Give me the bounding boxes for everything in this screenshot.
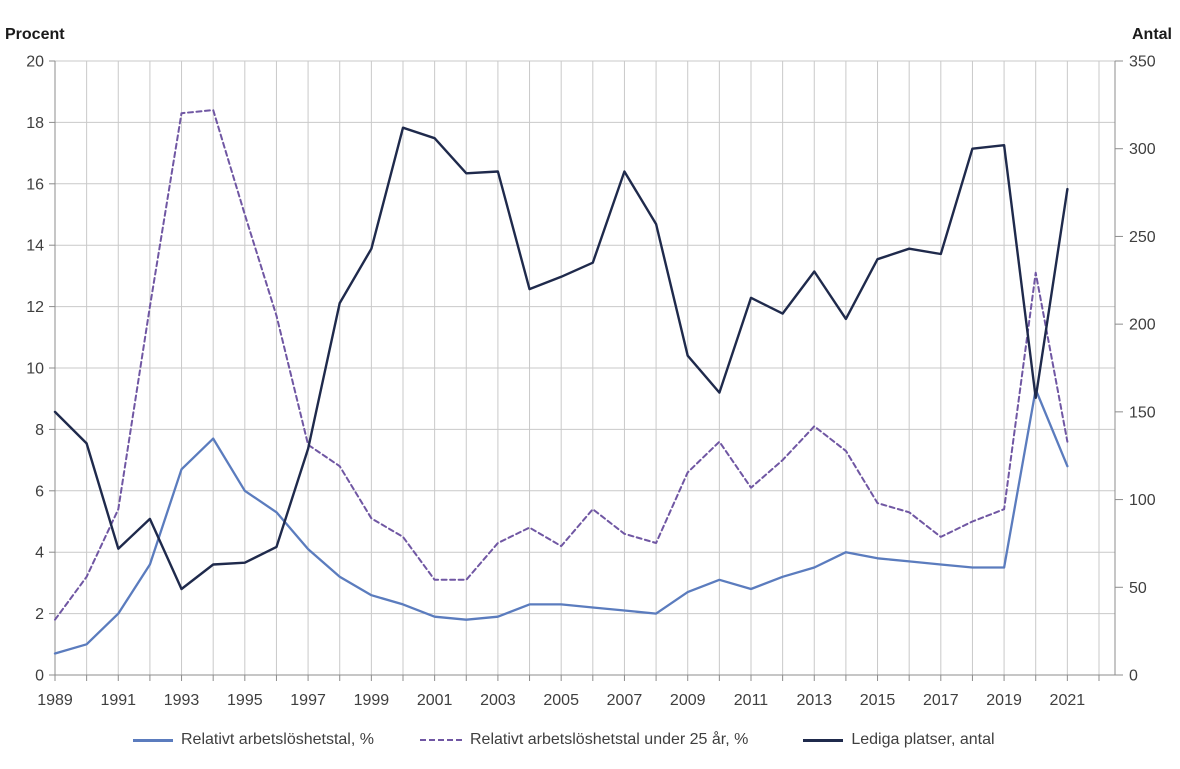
x-axis-tick-label: 2003 — [480, 692, 516, 709]
x-axis-tick-label: 1999 — [354, 692, 390, 709]
right-axis-tick-label: 100 — [1129, 492, 1156, 509]
x-axis-tick-label: 2001 — [417, 692, 453, 709]
left-axis-tick-label: 8 — [35, 422, 44, 439]
legend-item-unemployment: Relativt arbetslöshetstal, % — [133, 731, 374, 749]
x-axis-tick-label: 2017 — [923, 692, 959, 709]
left-axis-tick-label: 12 — [26, 299, 44, 316]
left-axis-tick-label: 6 — [35, 483, 44, 500]
x-axis-tick-label: 2013 — [796, 692, 832, 709]
x-axis-tick-label: 2009 — [670, 692, 706, 709]
legend-dashed-line-swatch — [419, 739, 462, 741]
right-axis-title: Antal — [1132, 26, 1172, 43]
x-axis-tick-label: 1991 — [100, 692, 136, 709]
left-axis-tick-label: 18 — [26, 115, 44, 132]
left-axis-tick-label: 14 — [26, 238, 44, 255]
right-axis-tick-label: 150 — [1129, 404, 1156, 421]
right-axis-tick-label: 300 — [1129, 141, 1156, 158]
left-axis-title: Procent — [5, 26, 65, 43]
left-axis-tick-label: 0 — [35, 668, 44, 685]
left-axis-tick-label: 16 — [26, 176, 44, 193]
legend-solid-line-swatch — [133, 738, 173, 742]
legend-item-youth-unemployment: Relativt arbetslöshetstal under 25 år, % — [419, 731, 749, 749]
x-axis-tick-label: 2019 — [986, 692, 1022, 709]
x-axis-tick-label: 1995 — [227, 692, 263, 709]
series-line-vacancies — [53, 126, 1069, 591]
right-axis-tick-label: 0 — [1129, 668, 1138, 685]
legend-label-vacancies: Lediga platser, antal — [851, 731, 995, 748]
legend-label-unemployment: Relativt arbetslöshetstal, % — [181, 731, 374, 748]
left-axis-tick-label: 10 — [26, 361, 44, 378]
legend-label-youth-unemployment: Relativt arbetslöshetstal under 25 år, % — [469, 731, 749, 748]
series-line-unemployment — [53, 388, 1069, 655]
right-axis-tick-label: 200 — [1129, 317, 1156, 334]
left-axis-tick-label: 4 — [35, 545, 44, 562]
x-axis-tick-label: 2021 — [1050, 692, 1086, 709]
x-axis-tick-label: 2007 — [607, 692, 643, 709]
right-axis-tick-label: 350 — [1129, 54, 1156, 71]
x-axis-tick-label: 2005 — [543, 692, 579, 709]
legend-solid-line-swatch-dark — [803, 738, 844, 742]
left-axis-tick-label: 20 — [26, 54, 44, 71]
x-axis-tick-label: 1997 — [290, 692, 326, 709]
legend: Relativt arbetslöshetstal, % Relativt ar… — [0, 731, 1180, 749]
legend-item-vacancies: Lediga platser, antal — [803, 731, 995, 749]
x-axis-tick-label: 2011 — [734, 692, 769, 709]
series-line-youth-unemployment — [54, 109, 1069, 621]
right-axis-tick-label: 50 — [1129, 580, 1147, 597]
x-axis-tick-label: 1989 — [37, 692, 73, 709]
left-axis-tick-label: 2 — [35, 606, 44, 623]
x-axis-tick-label: 1993 — [164, 692, 200, 709]
right-axis-tick-label: 250 — [1129, 229, 1156, 246]
x-axis-tick-label: 2015 — [860, 692, 896, 709]
